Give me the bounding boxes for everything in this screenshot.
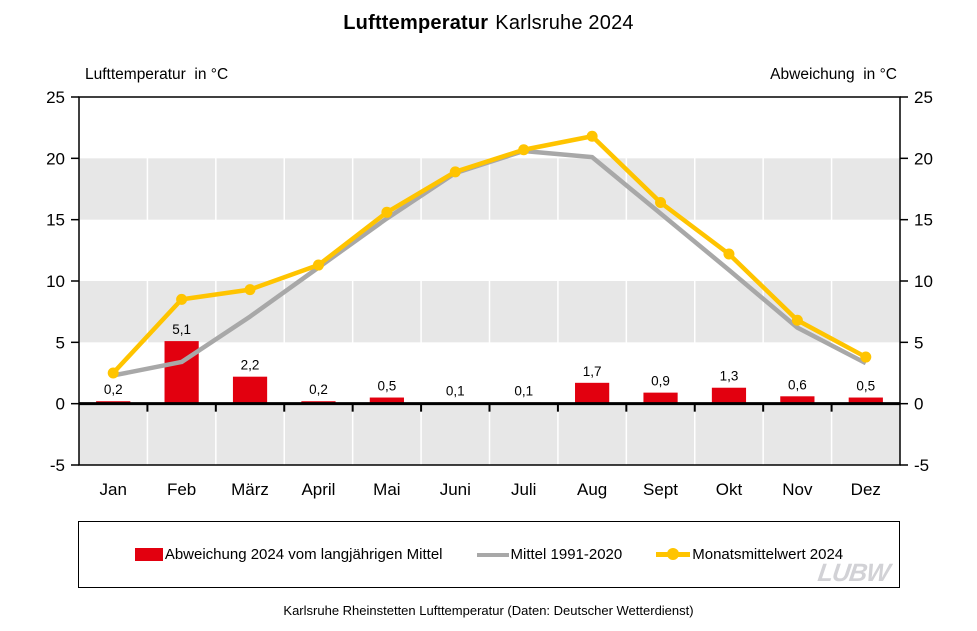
monthly-mean-marker [791,314,803,326]
monthly-mean-marker [723,248,735,260]
right-axis-tick-label: 10 [914,272,933,291]
left-axis-tick-label: 20 [46,149,65,168]
deviation-bar [711,387,747,404]
deviation-bar [848,397,883,404]
x-axis-label: März [231,480,269,499]
source-caption: Karlsruhe Rheinstetten Lufttemperatur (D… [283,603,694,618]
legend-items: Abweichung 2024 vom langjährigen Mittel M… [79,522,899,587]
bar-value-label: 0,6 [788,377,807,392]
chart-title-suffix: Karlsruhe 2024 [495,12,634,34]
bar-value-label: 2,2 [241,358,260,373]
left-axis-tick-label: 10 [46,272,65,291]
monthly-mean-marker [244,284,256,296]
deviation-bar [780,396,815,404]
bar-value-label: 0,1 [446,383,465,398]
bar-value-label: 0,9 [651,374,670,389]
legend-item: Monatsmittelwert 2024 [656,546,843,563]
legend-item: Abweichung 2024 vom langjährigen Mittel [134,546,443,563]
x-axis-label: April [301,480,335,499]
left-axis-tick-label: 0 [56,395,65,414]
monthly-mean-marker [449,166,461,178]
right-axis-tick-label: 15 [914,211,933,230]
right-axis-tick-label: 20 [914,149,933,168]
monthly-mean-marker [860,351,872,363]
chart-title-main: Lufttemperatur [343,12,489,34]
bar-value-label: 5,1 [172,322,191,337]
deviation-bar [643,392,678,404]
bar-value-label: 1,7 [583,364,602,379]
bar-value-label: 0,2 [104,382,123,397]
x-axis-label: Dez [851,480,881,499]
x-axis-label: Jan [99,480,126,499]
monthly-mean-marker [381,206,393,218]
monthly-mean-marker [586,130,598,142]
x-axis-label: Sept [643,480,678,499]
legend-label: Monatsmittelwert 2024 [692,546,844,563]
x-axis-label: Nov [782,480,813,499]
monthly-mean-marker [107,367,119,379]
deviation-bar [369,397,404,404]
left-axis-tick-label: 5 [56,333,65,352]
right-axis-tick-label: 25 [914,88,933,107]
left-axis-tick-label: 25 [46,88,65,107]
deviation-bar [164,341,199,404]
left-axis-title: Lufttemperatur in °C [85,66,229,83]
monthly-mean-line [111,134,867,375]
x-axis-label: Aug [577,480,607,499]
chart-title: Lufttemperatur Karlsruhe 2024 [0,12,977,35]
monthly-mean-marker [176,293,188,305]
legend-label: Abweichung 2024 vom langjährigen Mittel [164,546,443,563]
monthly-mean-marker [312,259,324,271]
deviation-bar [232,376,268,404]
legend-box: Abweichung 2024 vom langjährigen Mittel M… [78,521,900,588]
right-axis-tick-label: 5 [914,333,923,352]
monthly-mean-marker [655,196,667,208]
lubw-logo: LUBW [816,559,892,587]
left-axis-tick-label: -5 [50,456,65,475]
x-axis-label: Feb [167,480,196,499]
right-axis-tick-label: -5 [914,456,929,475]
bar-value-label: 1,3 [720,369,739,384]
x-axis-label: Juni [440,480,471,499]
right-axis-tick-label: 0 [914,395,923,414]
bar-value-label: 0,1 [514,383,533,398]
x-axis-label: Mai [373,480,400,499]
x-axis-label: Juli [511,480,537,499]
deviation-bar [575,382,610,404]
bar-value-label: 0,5 [377,379,396,394]
legend-label: Mittel 1991-2020 [510,546,623,563]
legend-swatch-line [476,552,509,557]
legend-item: Mittel 1991-2020 [476,546,623,563]
left-axis-tick-label: 15 [46,211,65,230]
right-axis-title: Abweichung in °C [770,66,897,83]
legend-marker-dot [667,548,680,561]
legend-swatch-line-marker [656,548,691,561]
monthly-mean-marker [518,144,530,156]
bar-value-label: 0,5 [856,379,875,394]
legend-swatch-bar [134,548,163,561]
x-axis-label: Okt [716,480,743,499]
bar-value-label: 0,2 [309,382,328,397]
